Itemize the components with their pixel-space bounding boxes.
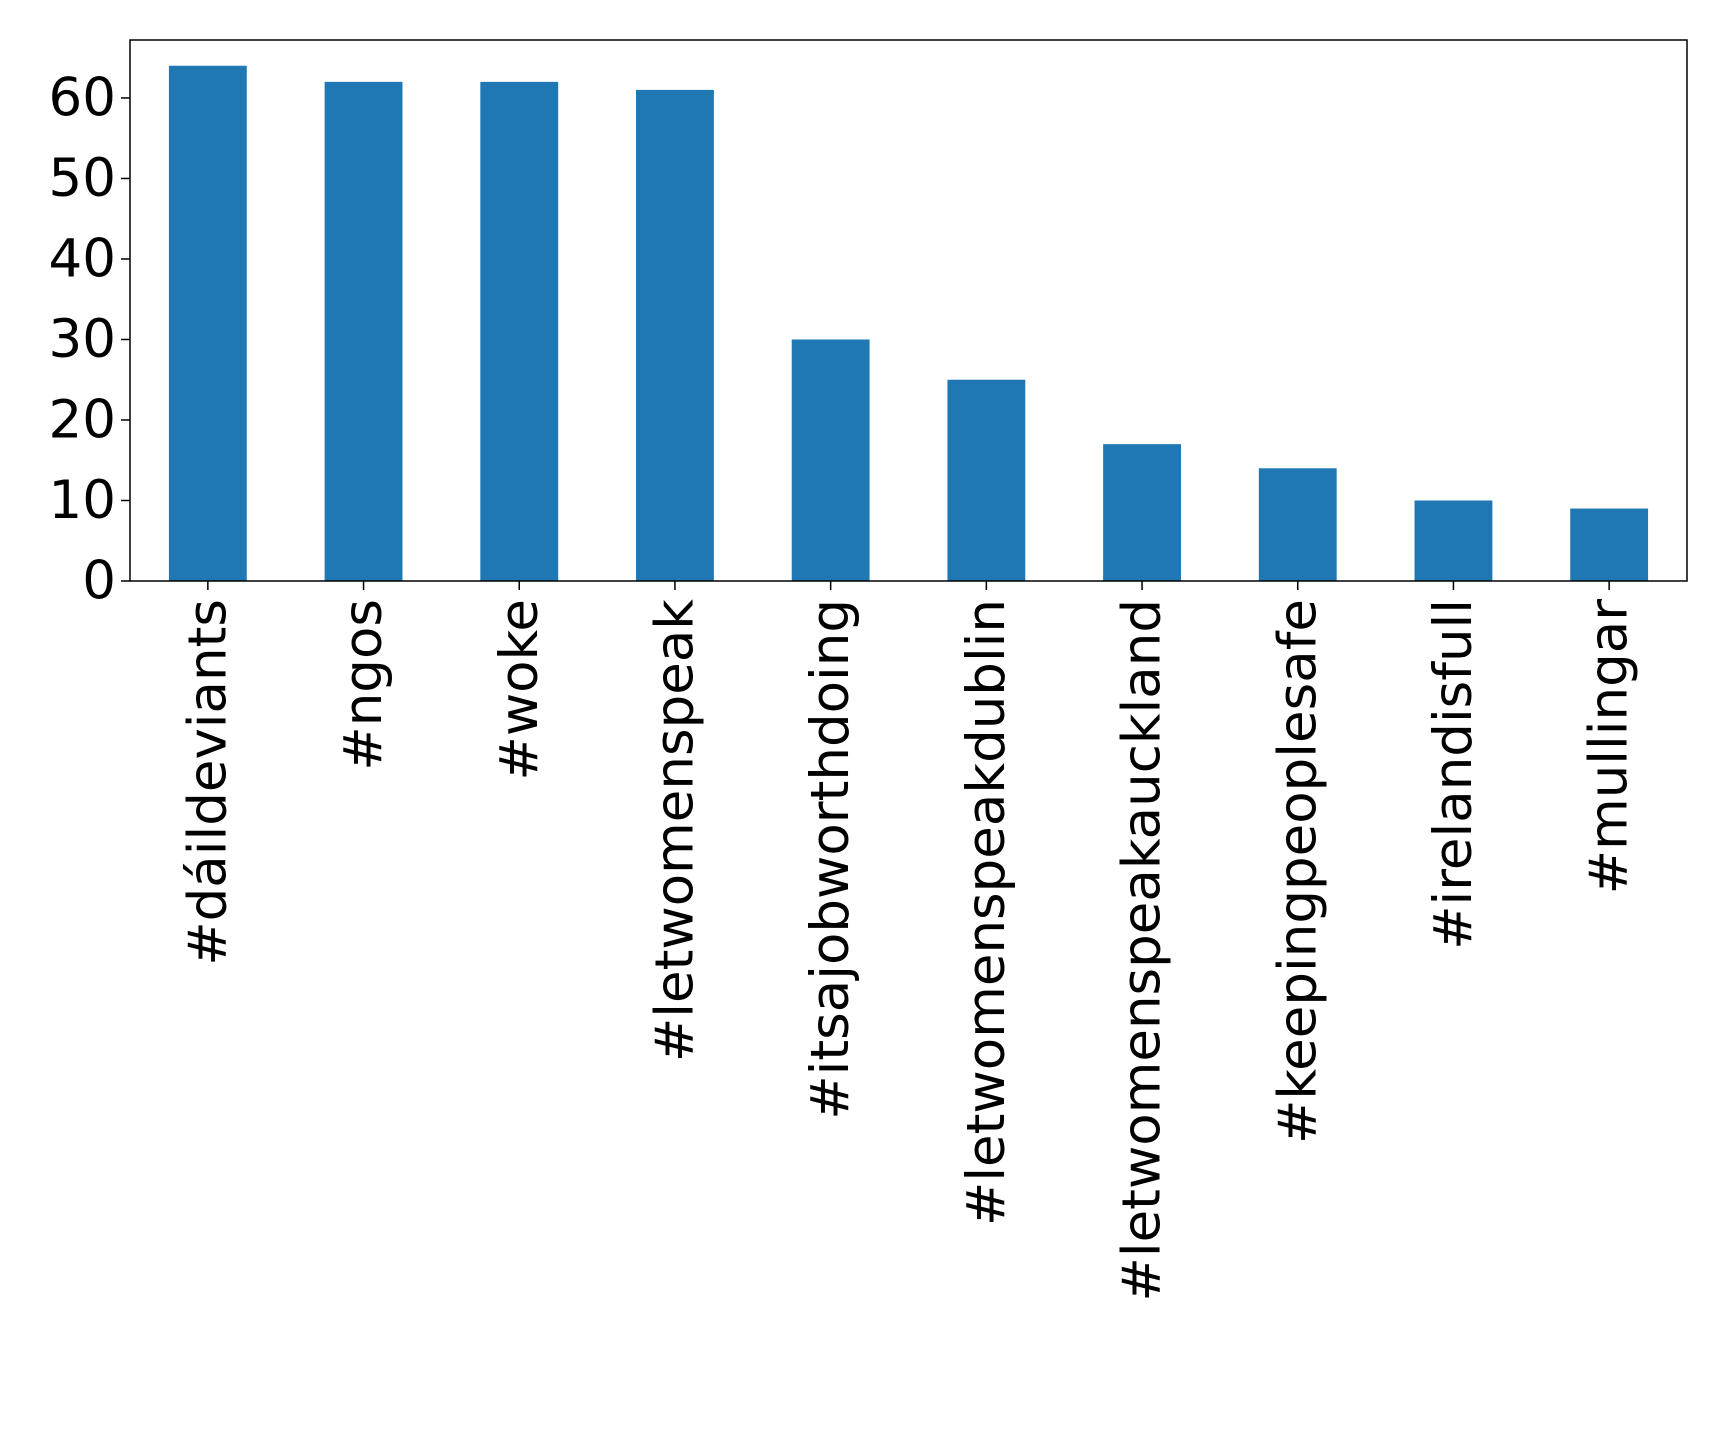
plot-frame: [129, 39, 1688, 582]
bar: [636, 89, 714, 581]
bar: [480, 81, 559, 581]
y-tick-label: 10: [49, 470, 116, 531]
x-tick-label: #letwomenspeakdublin: [956, 599, 1017, 1226]
y-tick-label: 60: [49, 67, 116, 128]
x-tick-label: #ngos: [333, 599, 394, 771]
x-tick-label: #woke: [489, 599, 550, 781]
bar: [168, 65, 247, 581]
x-tick-label: #dáildeviants: [177, 599, 238, 966]
y-tick-label: 20: [49, 389, 116, 450]
bar: [791, 339, 870, 581]
bar: [324, 81, 403, 581]
bar: [1414, 500, 1493, 581]
x-tick-label: #itsajobworthdoing: [800, 599, 861, 1120]
bar: [1570, 508, 1649, 581]
x-tick-label: #mullingar: [1579, 599, 1640, 895]
bar: [1103, 444, 1181, 581]
x-tick-label: #letwomenspeak: [644, 599, 705, 1062]
y-tick-label: 40: [49, 228, 116, 289]
y-tick-label: 50: [49, 148, 116, 209]
bar: [1258, 468, 1337, 581]
bar: [947, 379, 1026, 581]
y-tick-label: 0: [82, 551, 116, 612]
y-tick-label: 30: [49, 309, 116, 370]
x-tick-label: #irelandisfull: [1423, 599, 1484, 950]
x-tick-label: #keepingpeoplesafe: [1267, 599, 1328, 1144]
x-tick-label: #letwomenspeakauckland: [1112, 599, 1173, 1302]
